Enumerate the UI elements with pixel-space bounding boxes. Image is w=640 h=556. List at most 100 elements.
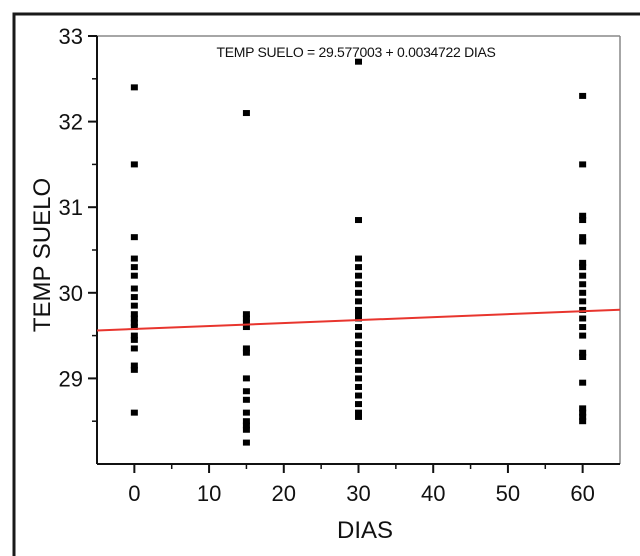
data-point (355, 272, 362, 279)
data-point (130, 362, 138, 369)
data-point (242, 426, 250, 433)
data-point (242, 418, 250, 425)
x-tick-label: 20 (272, 481, 296, 506)
x-tick-label: 30 (346, 481, 370, 506)
data-point (355, 341, 362, 348)
data-point (130, 315, 138, 322)
data-point (355, 375, 362, 382)
data-point (355, 255, 362, 262)
data-point (242, 110, 250, 117)
data-point (355, 58, 362, 65)
data-point (579, 92, 587, 99)
data-point (355, 298, 362, 305)
data-point (130, 336, 138, 343)
data-point (130, 285, 138, 292)
data-point (130, 161, 138, 168)
data-point (579, 234, 587, 241)
data-point (130, 302, 138, 309)
data-point (242, 345, 250, 352)
data-point (579, 413, 587, 420)
data-point (130, 264, 138, 271)
data-point (355, 413, 362, 420)
data-point (355, 306, 362, 313)
data-point (579, 332, 587, 339)
data-point (242, 375, 250, 382)
data-point (242, 439, 250, 446)
x-tick-label: 50 (496, 481, 520, 506)
data-point (242, 319, 250, 326)
data-point (355, 281, 362, 288)
data-point (355, 264, 362, 271)
data-point (130, 319, 138, 326)
data-point (355, 311, 362, 318)
data-point (579, 289, 587, 296)
data-point (579, 272, 587, 279)
data-point (579, 217, 587, 224)
data-point (130, 255, 138, 262)
data-point (579, 306, 587, 313)
data-point (579, 259, 587, 266)
data-point (242, 396, 250, 403)
data-point (355, 315, 362, 322)
y-tick-label: 30 (59, 281, 83, 306)
data-point (579, 349, 587, 356)
data-point (579, 405, 587, 412)
data-point (579, 409, 587, 416)
y-axis-title: TEMP SUELO (29, 178, 56, 332)
y-tick-label: 31 (59, 195, 83, 220)
data-point (242, 311, 250, 318)
data-point (130, 234, 138, 241)
data-point (355, 392, 362, 399)
x-tick-label: 40 (421, 481, 445, 506)
data-point (242, 324, 250, 331)
y-tick-label: 32 (59, 110, 83, 135)
data-point (130, 409, 138, 416)
data-point (355, 332, 362, 339)
y-tick-label: 29 (59, 366, 83, 391)
data-point (355, 358, 362, 365)
data-point (579, 264, 587, 271)
x-tick-label: 10 (197, 481, 221, 506)
data-point (242, 349, 250, 356)
data-point (130, 345, 138, 352)
data-point (355, 409, 362, 416)
data-point (579, 379, 587, 386)
data-point (355, 349, 362, 356)
data-point (130, 272, 138, 279)
data-point (130, 332, 138, 339)
data-points (130, 58, 587, 446)
fit-line (96, 308, 621, 332)
data-point (130, 324, 138, 331)
data-point (130, 84, 138, 91)
data-point (579, 238, 587, 245)
x-ticks: 0 10 20 30 40 50 60 (128, 464, 595, 506)
data-point (242, 409, 250, 416)
data-point (579, 281, 587, 288)
data-point (355, 401, 362, 408)
x-tick-label: 60 (570, 481, 594, 506)
data-point (242, 422, 250, 429)
data-point (130, 366, 138, 373)
data-point (355, 217, 362, 224)
data-point (242, 388, 250, 395)
data-point (242, 315, 250, 322)
data-point (130, 294, 138, 301)
data-point (355, 324, 362, 331)
x-axis-title: DIAS (337, 517, 393, 544)
fit-line-group (96, 308, 621, 332)
y-tick-label: 33 (59, 24, 83, 49)
data-point (579, 418, 587, 425)
chart-title: TEMP SUELO = 29.577003 + 0.0034722 DIAS (216, 44, 495, 60)
y-ticks: 29 30 31 32 33 (59, 24, 97, 422)
data-point (355, 383, 362, 390)
data-point (579, 212, 587, 219)
data-point (355, 366, 362, 373)
data-point (579, 315, 587, 322)
data-point (579, 298, 587, 305)
data-point (579, 161, 587, 168)
data-point (579, 354, 587, 360)
data-point (130, 311, 138, 318)
figure-frame (12, 12, 640, 556)
